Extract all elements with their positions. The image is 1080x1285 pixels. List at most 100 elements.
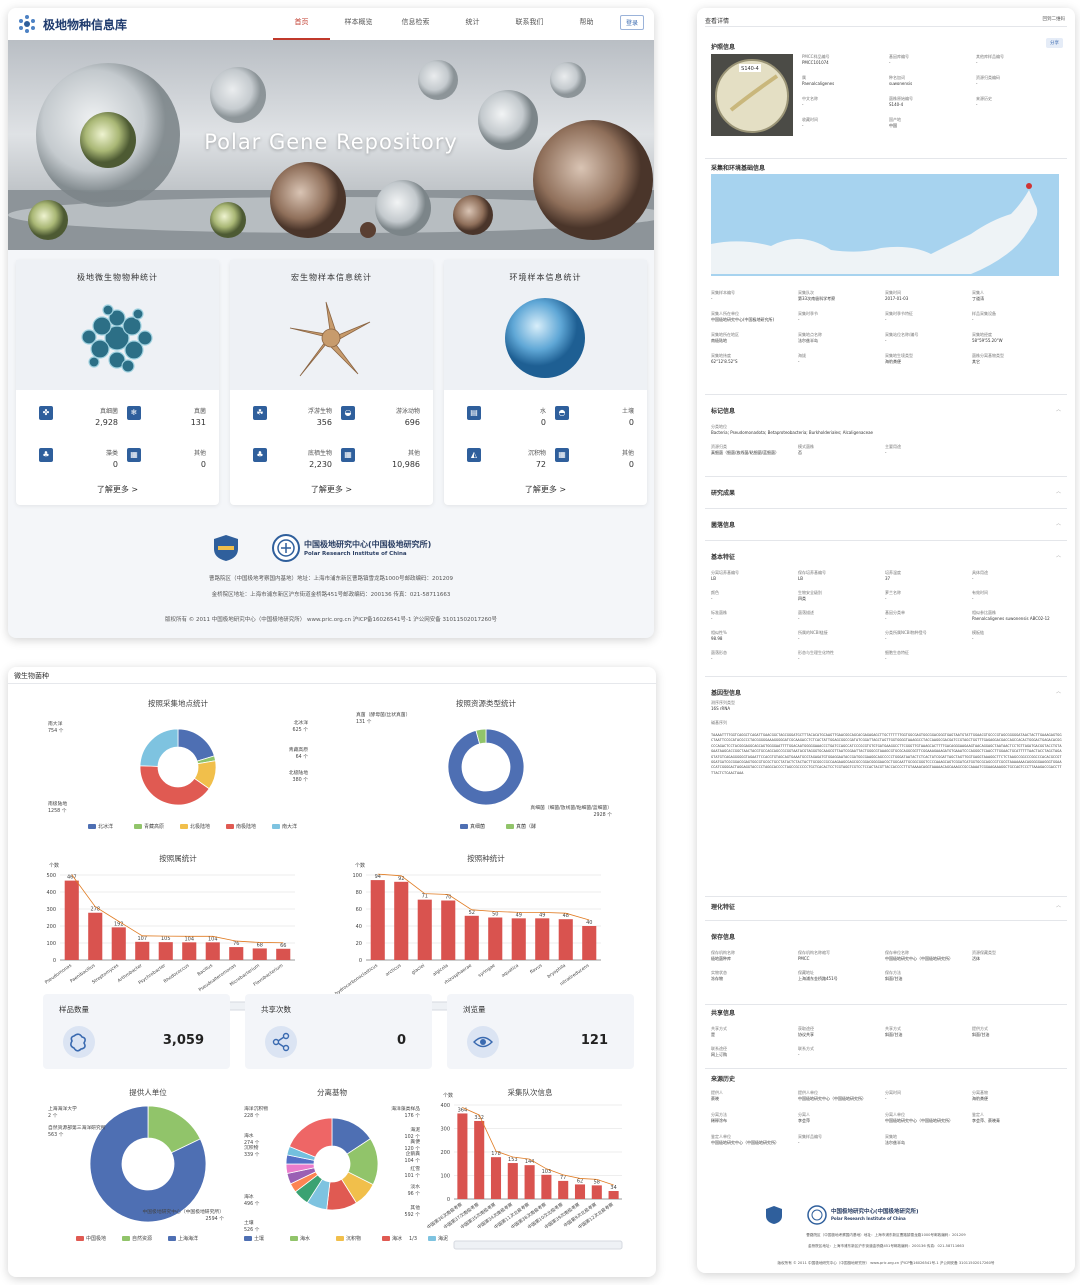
detail-field: 形态与生理生化特性 - — [798, 650, 834, 661]
legend-swatch — [134, 824, 142, 829]
section-genotype: 基因型信息 — [711, 690, 742, 697]
slice-value: 64 个 — [296, 754, 309, 760]
benthos-icon: ♣ — [253, 448, 267, 462]
bar — [524, 1165, 535, 1199]
chart-title: 按照属统计 — [159, 853, 197, 863]
learn-more-link[interactable]: 了解更多 > — [96, 485, 139, 494]
section-mark: 标记信息 — [711, 408, 736, 415]
shield-badge-icon — [766, 1206, 782, 1224]
site-title[interactable]: 极地物种信息库 — [43, 17, 128, 32]
legend-label: 南极陆地 — [236, 823, 256, 830]
slice-label: 北极陆地 — [289, 769, 308, 776]
detail-field: 提供人单位 中国极地研究中心（中国极地研究所） — [798, 1090, 866, 1101]
y-tick-label: 200 — [440, 1150, 450, 1156]
collapse-chevron-icon[interactable]: ︿ — [1055, 553, 1061, 559]
collapse-chevron-icon[interactable]: ︿ — [1055, 689, 1061, 695]
legend-label: 沉积物 — [346, 1235, 361, 1242]
chart-title: 采集队次信息 — [508, 1087, 553, 1097]
legend-label: 海冰 — [392, 1235, 402, 1242]
stat-label: 土壤 — [621, 408, 634, 415]
slice-value: 526 个 — [244, 1227, 260, 1233]
detail-field: 菌株分离基物类型 其它 — [972, 353, 1004, 364]
section-storage: 保存信息 — [711, 934, 736, 941]
detail-field: 国产地 中国 — [889, 117, 901, 128]
collapse-chevron-icon[interactable]: ︿ — [1055, 521, 1061, 527]
detail-field: 分离方法 稀释涂布 — [711, 1112, 727, 1123]
microbe-stats-card: 极地微生物物种统计 ✤ 真细菌 2,928 ❄ 真菌 131 ♣ 藻类 0 ▦ 其他 0 了解更… — [16, 260, 219, 505]
bar — [417, 899, 432, 960]
stat-value: 696 — [404, 418, 420, 427]
y-tick-label: 500 — [46, 873, 56, 879]
nav-help[interactable]: 帮助 — [579, 18, 594, 26]
stat-label: 真细菌 — [99, 408, 118, 415]
nav-home[interactable]: 首页 — [273, 8, 330, 40]
slice-value: 101 个 — [405, 1173, 421, 1179]
slice-label: 企鹅粪 — [406, 1150, 421, 1157]
learn-more-link[interactable]: 了解更多 > — [310, 485, 353, 494]
nav-search[interactable]: 信息检索 — [401, 18, 430, 26]
detail-field: 分离基物 海豹粪便 — [972, 1090, 988, 1101]
nav-statistics[interactable]: 统计 — [465, 18, 480, 26]
card-title: 环境样本信息统计 — [509, 273, 582, 282]
stat-label: 浮游生物 — [307, 408, 332, 415]
y-axis-label: 个数 — [49, 862, 59, 869]
slice-label: 南极陆地 — [48, 800, 67, 807]
login-button[interactable]: 登录 — [619, 15, 644, 30]
starfish-image — [289, 301, 371, 377]
pie-slice — [447, 728, 525, 806]
stat-label: 游泳动物 — [395, 408, 420, 415]
chart-title: 提供人单位 — [129, 1087, 167, 1097]
legend-swatch — [226, 824, 234, 829]
x-tick-label: flavus — [529, 962, 544, 975]
field-seq-label: 碱基序列 — [711, 720, 727, 725]
other-icon: ▦ — [127, 448, 141, 462]
learn-more-link[interactable]: 了解更多 > — [524, 485, 567, 494]
data-label: 70 — [445, 895, 451, 901]
stat-sediment: ◭ 沉积物 72 — [462, 442, 552, 478]
data-label: 178 — [491, 1151, 501, 1157]
detail-field: 有效时间 - — [972, 590, 988, 601]
collapse-chevron-icon[interactable]: ︿ — [1055, 407, 1061, 413]
detail-field: 获取途径 协议共享 — [798, 1026, 814, 1037]
slice-value: 2 个 — [48, 1113, 58, 1119]
collapse-chevron-icon[interactable]: ︿ — [1055, 903, 1061, 909]
section-physchem: 理化特征 — [711, 904, 736, 911]
data-label: 144 — [525, 1159, 535, 1165]
stat-value: 10,986 — [392, 460, 420, 469]
detail-field: 菌落形态 - — [711, 650, 727, 661]
card-title: 宏生物样本信息统计 — [291, 273, 372, 282]
stat-label: 水 — [539, 408, 546, 415]
kpi-value: 121 — [580, 1033, 608, 1048]
share-button[interactable]: 分享 — [1046, 38, 1063, 48]
water-drop-image — [505, 298, 585, 378]
bacteria-icon: ✤ — [39, 406, 53, 420]
y-axis-label: 个数 — [443, 1092, 453, 1099]
trend-line — [462, 1107, 614, 1186]
section-research: 研究成果 — [711, 490, 736, 497]
detail-page-panel: 查看详情 回到二维码 分享 护照信息 S140-4 PMCC样品编号 PMCC10… — [697, 8, 1075, 1273]
stat-other: ▦ 其他 0 — [122, 442, 212, 478]
x-tick-label: Streptomyces — [91, 962, 120, 985]
detail-field: 鉴定人 李会萍、蔡晓青 — [972, 1112, 1000, 1123]
stat-label: 其他 — [621, 450, 634, 457]
data-label: 94 — [375, 874, 381, 880]
slice-label: 海洋沉积物 — [244, 1105, 268, 1112]
detail-field: 采集人所在单位 中国极地研究中心(中国极地研究所) — [711, 311, 775, 322]
footer-copyright: 版权所有 © 2011 中国极地研究中心（中国极地研究所） www.pric.o… — [164, 617, 498, 623]
y-tick-label: 100 — [352, 873, 362, 879]
nav-sample-overview[interactable]: 样本概览 — [344, 18, 373, 26]
legend-swatch — [76, 1236, 84, 1241]
legend-label: 北冰洋 — [98, 823, 113, 830]
detail-field: 分离时间 - — [885, 1090, 901, 1101]
slice-label: 红雪 — [410, 1165, 420, 1172]
dna-sequence: TAAAATTTTGGTCAGGCTCAGATTGAACGGCTAGCGGGAT… — [711, 733, 1062, 775]
nav-contact[interactable]: 联系我们 — [515, 18, 544, 26]
detail-field: 收藏时间 - — [802, 117, 818, 128]
kpi-label: 样品数量 — [59, 1005, 89, 1014]
slice-value: 496 个 — [244, 1201, 260, 1207]
back-qrcode-link[interactable]: 回到二维码 — [1042, 17, 1066, 22]
collapse-chevron-icon[interactable]: ︿ — [1055, 489, 1061, 495]
pie-slice — [89, 1105, 207, 1223]
kpi-label: 共享次数 — [261, 1005, 291, 1014]
